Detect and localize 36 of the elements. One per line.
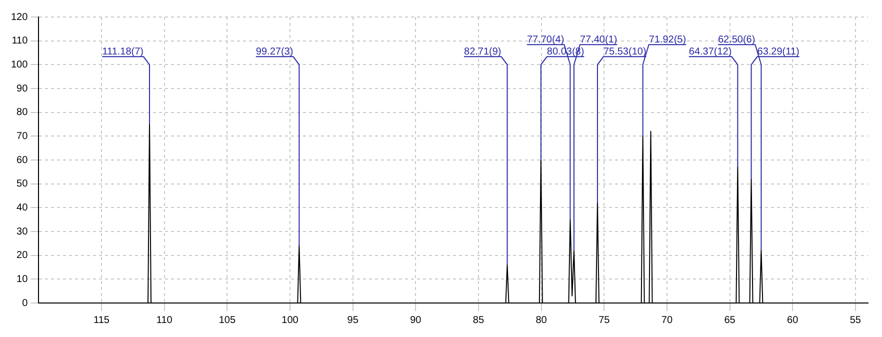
x-tick-label: 100 (282, 314, 299, 326)
x-tick-label: 75 (598, 314, 610, 326)
y-tick-label: 80 (16, 107, 28, 118)
y-tick-label: 110 (12, 36, 28, 47)
annotation: 63.29(11) (757, 46, 800, 58)
y-tick-label: 50 (16, 178, 28, 190)
y-tick-label: 10 (16, 274, 28, 285)
y-tick-label: 70 (16, 130, 28, 142)
annotation: 99.27(3) (256, 46, 294, 58)
x-tick-label: 105 (218, 314, 236, 326)
x-tick-label: 90 (410, 314, 422, 326)
annotation: 77.40(1) (580, 34, 618, 46)
x-tick-label: 60 (787, 314, 799, 326)
annotation: 77.70(4) (526, 34, 564, 46)
y-tick-label: 60 (16, 154, 28, 166)
annotation: 111.18(7) (102, 46, 144, 58)
y-tick-label: 30 (16, 226, 28, 238)
y-tick-label: 40 (16, 202, 28, 214)
annotation: 82.71(9) (464, 46, 502, 58)
y-tick-label: 20 (16, 250, 28, 262)
annotation: 64.37(12) (688, 46, 732, 58)
x-tick-label: 95 (347, 314, 359, 326)
x-tick-label: 65 (724, 314, 736, 326)
y-tick-label: 100 (10, 59, 28, 70)
x-tick-label: 115 (94, 314, 110, 326)
x-tick-label: 55 (850, 314, 862, 326)
x-tick-label: 80 (536, 314, 548, 326)
x-tick-label: 70 (661, 314, 673, 326)
y-tick-label: 90 (16, 83, 28, 94)
annotation: 62.50(6) (718, 34, 756, 46)
x-tick-label: 110 (156, 314, 173, 326)
x-tick-label: 85 (472, 314, 484, 326)
annotation: 75.53(10) (603, 46, 646, 58)
y-tick-label: 0 (22, 298, 28, 309)
annotation: 71.92(5) (648, 34, 686, 46)
y-tick-label: 120 (10, 12, 28, 23)
